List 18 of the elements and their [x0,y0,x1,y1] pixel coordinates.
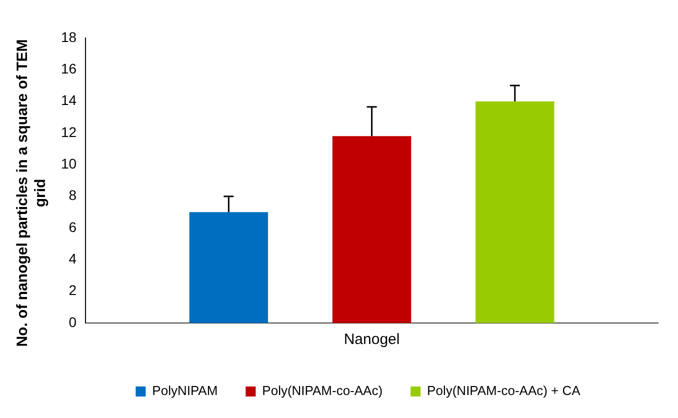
y-axis-title: No. of nanogel particles in a square of TEM grid [14,38,50,349]
legend-label: PolyNIPAM [152,383,218,398]
y-tick-label: 18 [60,28,77,45]
y-tick-label: 6 [68,218,77,235]
y-tick-label: 12 [60,124,77,140]
legend-label: Poly(NIPAM-co-AAc) [262,383,383,398]
y-tick-label: 0 [68,314,77,330]
bar [332,136,412,323]
y-tick-label: 10 [60,156,77,172]
y-tick-label: 14 [60,92,77,108]
y-tick-label: 8 [68,187,77,204]
y-tick-label: 4 [68,250,77,267]
x-tick-label: Nanogel [344,331,400,348]
bar [476,101,554,323]
bar [189,212,268,323]
legend-label: Poly(NIPAM-co-AAc) + CA [427,383,581,398]
y-tick-label: 2 [68,282,77,298]
y-tick-label: 16 [60,60,77,77]
